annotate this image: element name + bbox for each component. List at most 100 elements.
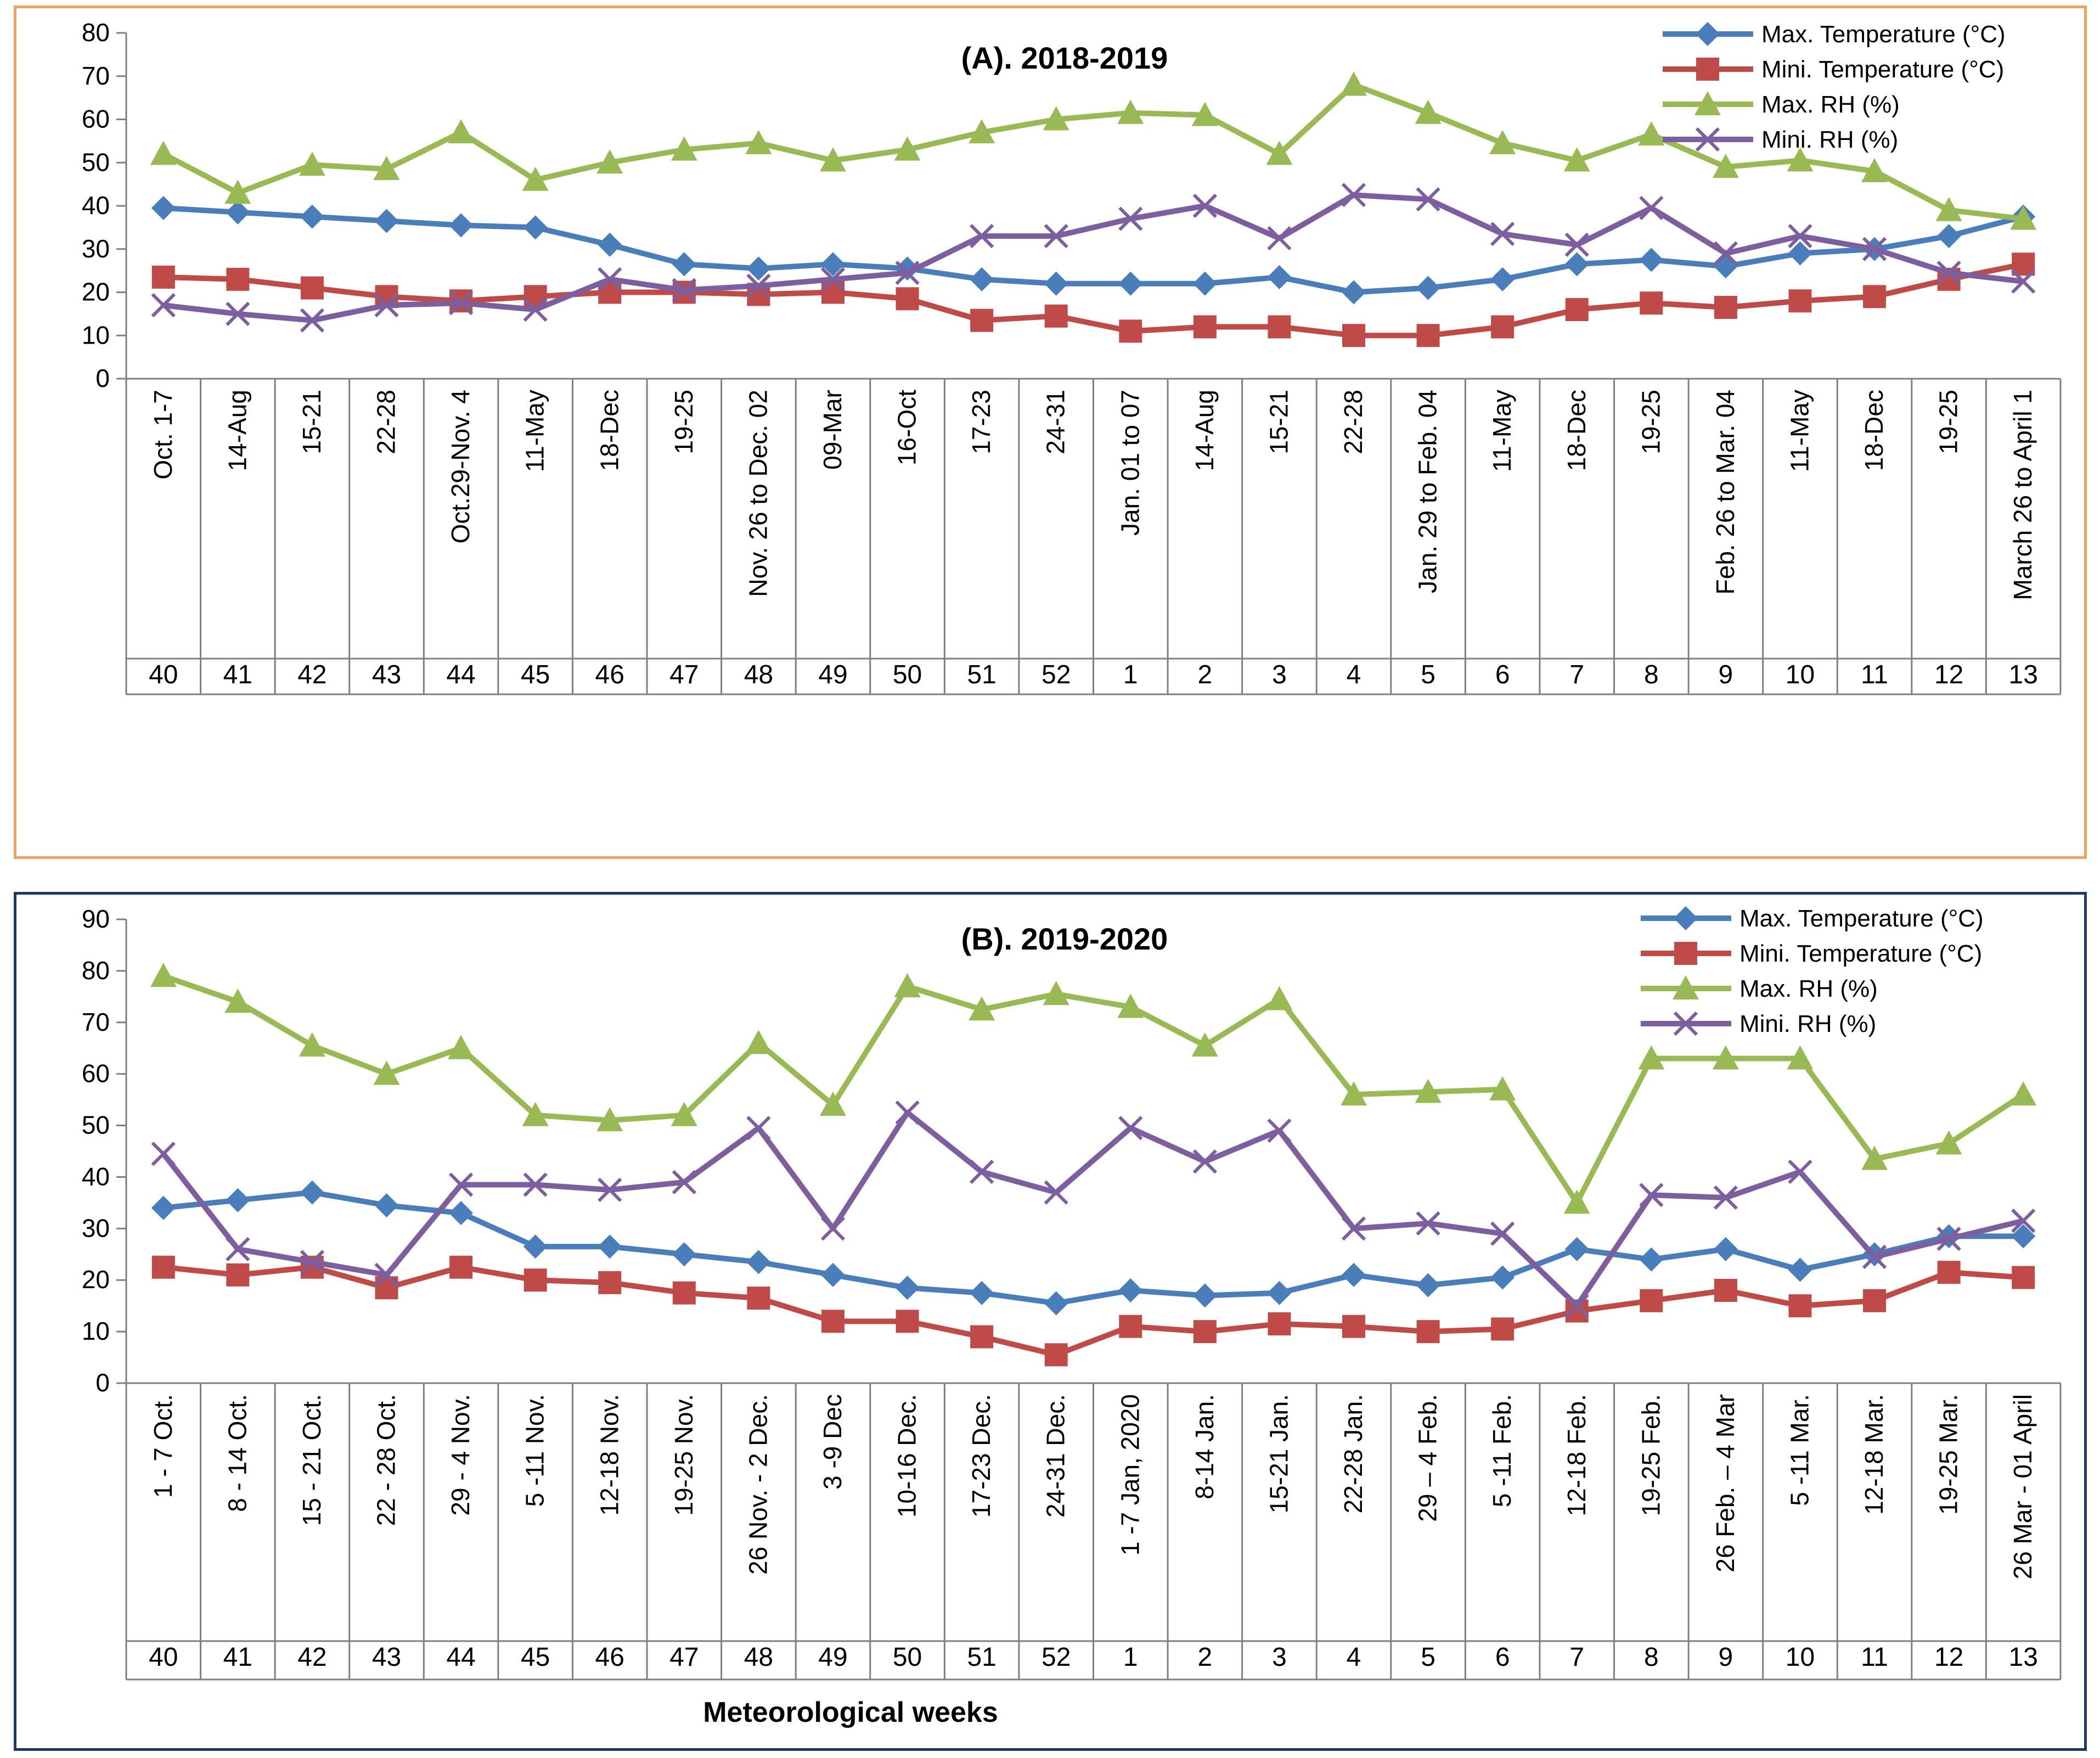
data-point bbox=[896, 1310, 919, 1333]
data-point bbox=[299, 1032, 325, 1057]
data-point bbox=[1936, 224, 1961, 249]
data-point bbox=[448, 1172, 474, 1197]
data-point bbox=[1861, 158, 1888, 182]
data-point bbox=[1341, 183, 1366, 207]
data-point bbox=[151, 195, 176, 220]
data-point bbox=[894, 136, 921, 161]
x-week-label: 6 bbox=[1495, 660, 1510, 689]
data-point bbox=[1788, 1257, 1812, 1282]
data-point bbox=[150, 141, 177, 165]
data-point bbox=[747, 1287, 770, 1310]
data-point bbox=[1862, 1244, 1887, 1270]
y-tick-label: 40 bbox=[82, 191, 110, 220]
data-point bbox=[226, 267, 250, 291]
x-week-label: 8 bbox=[1644, 1643, 1659, 1672]
data-point bbox=[1712, 1045, 1739, 1070]
data-point bbox=[2011, 1224, 2036, 1249]
x-category-label: 19-25 bbox=[1934, 390, 1963, 454]
data-point bbox=[1416, 187, 1440, 212]
data-point bbox=[1935, 196, 1962, 221]
data-point bbox=[969, 996, 995, 1021]
data-point bbox=[598, 1271, 622, 1294]
data-point bbox=[2010, 1081, 2037, 1106]
data-point bbox=[746, 273, 771, 298]
legend-label: Mini. Temperature (°C) bbox=[1761, 56, 2004, 83]
x-category-label: 24-31 Dec. bbox=[1041, 1394, 1070, 1518]
data-point bbox=[596, 1107, 623, 1132]
data-point bbox=[672, 278, 696, 302]
data-point bbox=[449, 1201, 474, 1226]
data-point bbox=[1117, 993, 1144, 1018]
data-point bbox=[1266, 141, 1293, 165]
x-week-label: 7 bbox=[1569, 1643, 1584, 1672]
x-category-label: 29 – 4 Feb. bbox=[1414, 1394, 1442, 1522]
data-point bbox=[1192, 1149, 1217, 1174]
x-week-label: 11 bbox=[1861, 1643, 1888, 1672]
data-point bbox=[672, 1242, 696, 1267]
x-category-label: 5 -11 Mar. bbox=[1785, 1394, 1814, 1506]
legend-marker bbox=[1696, 22, 1720, 46]
legend-label: Max. Temperature (°C) bbox=[1739, 905, 1984, 932]
data-point bbox=[746, 1250, 771, 1274]
data-point bbox=[970, 224, 994, 249]
x-category-label: 26 Feb. – 4 Mar bbox=[1711, 1394, 1739, 1572]
data-point bbox=[151, 265, 175, 289]
x-week-label: 10 bbox=[1786, 1643, 1815, 1672]
data-point bbox=[375, 1276, 398, 1300]
legend-entry: Max. Temperature (°C) bbox=[1663, 21, 2006, 48]
data-point bbox=[1043, 106, 1069, 131]
legend-label: Max. Temperature (°C) bbox=[1761, 21, 2006, 48]
x-week-label: 7 bbox=[1569, 660, 1584, 689]
x-week-label: 49 bbox=[818, 1643, 847, 1672]
data-point bbox=[970, 1280, 994, 1305]
data-point bbox=[820, 1262, 845, 1287]
data-point bbox=[1118, 1278, 1143, 1302]
x-category-label: 12-18 Feb. bbox=[1562, 1394, 1591, 1516]
data-point bbox=[745, 130, 772, 154]
x-week-label: 45 bbox=[521, 660, 550, 689]
data-point bbox=[1117, 99, 1144, 124]
data-point bbox=[150, 963, 177, 987]
data-point bbox=[1862, 237, 1887, 261]
x-week-label: 46 bbox=[595, 1643, 624, 1672]
y-tick-label: 60 bbox=[82, 1059, 110, 1088]
data-point bbox=[226, 1263, 250, 1287]
data-point bbox=[2011, 269, 2036, 294]
data-point bbox=[1192, 193, 1217, 218]
data-point bbox=[300, 204, 324, 229]
x-week-label: 11 bbox=[1861, 660, 1888, 689]
series-line bbox=[163, 1264, 2024, 1358]
legend-marker bbox=[1696, 58, 1719, 81]
data-point bbox=[300, 308, 325, 333]
data-point bbox=[745, 1030, 772, 1054]
x-week-label: 3 bbox=[1272, 1643, 1287, 1672]
data-point bbox=[970, 308, 994, 332]
x-week-label: 1 bbox=[1123, 660, 1138, 689]
data-point bbox=[374, 1193, 399, 1218]
data-point bbox=[1936, 260, 1961, 285]
x-week-label: 40 bbox=[149, 660, 178, 689]
x-week-label: 48 bbox=[744, 660, 773, 689]
data-point bbox=[151, 293, 176, 318]
legend-entry: Mini. RH (%) bbox=[1663, 126, 1898, 153]
data-point bbox=[151, 1255, 175, 1279]
legend-entry: Mini. RH (%) bbox=[1641, 1010, 1876, 1037]
data-point bbox=[1490, 1221, 1515, 1246]
data-point bbox=[1415, 99, 1442, 124]
legend-marker bbox=[1673, 975, 1699, 999]
y-tick-label: 30 bbox=[82, 234, 110, 263]
data-point bbox=[1416, 1273, 1440, 1298]
data-point bbox=[1640, 291, 1663, 315]
series-line bbox=[162, 973, 2025, 1206]
x-category-label: 14-Aug bbox=[1190, 390, 1219, 471]
data-point bbox=[226, 200, 250, 224]
data-point bbox=[373, 1060, 400, 1085]
data-point bbox=[746, 1116, 771, 1141]
data-point bbox=[820, 267, 846, 291]
data-point bbox=[1861, 1145, 1888, 1170]
legend-label: Mini. Temperature (°C) bbox=[1739, 940, 1982, 967]
data-point bbox=[1863, 1289, 1887, 1312]
data-point bbox=[1044, 304, 1068, 328]
data-point bbox=[895, 1276, 920, 1300]
data-point bbox=[1342, 1315, 1366, 1338]
